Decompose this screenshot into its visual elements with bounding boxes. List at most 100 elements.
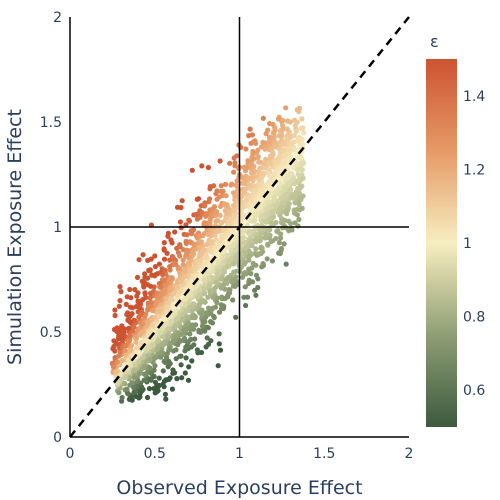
scatter-point: [269, 185, 276, 191]
scatter-point: [278, 246, 284, 252]
scatter-point: [208, 319, 214, 325]
scatter-point: [189, 167, 195, 173]
scatter-point: [110, 346, 116, 352]
scatter-point: [273, 158, 279, 164]
scatter-point: [231, 207, 237, 213]
scatter-point: [213, 228, 219, 234]
scatter-point: [178, 204, 184, 211]
scatter-point: [228, 272, 234, 278]
scatter-point: [176, 320, 183, 326]
scatter-point: [204, 241, 210, 247]
scatter-point: [164, 333, 170, 339]
scatter-point: [207, 266, 213, 272]
scatter-point: [125, 317, 132, 323]
axes: 0 0.5 1 1.5 2 0 0.5 1 1.5 2: [40, 10, 414, 462]
scatter-point: [156, 308, 162, 314]
scatter-point: [164, 351, 170, 357]
scatter-point: [161, 378, 168, 384]
scatter-point: [264, 145, 270, 151]
scatter-point: [249, 161, 255, 167]
scatter-point: [183, 222, 189, 228]
scatter-point: [282, 153, 288, 159]
scatter-point: [263, 131, 269, 137]
scatter-point: [283, 261, 289, 267]
scatter-point: [202, 202, 208, 208]
scatter-point: [266, 161, 272, 167]
scatter-point: [177, 243, 183, 249]
scatter-point: [242, 189, 248, 195]
scatter-point: [250, 182, 256, 188]
scatter-point: [198, 349, 205, 356]
scatter-point: [228, 217, 234, 223]
scatter-point: [142, 338, 148, 344]
scatter-point: [164, 304, 170, 310]
scatter-point: [170, 367, 176, 373]
scatter-point: [185, 377, 192, 383]
scatter-point: [286, 136, 292, 142]
scatter-point: [285, 187, 292, 193]
scatter-point: [232, 283, 238, 289]
scatter-point: [299, 116, 305, 122]
scatter-point: [239, 219, 245, 226]
scatter-point: [126, 325, 132, 331]
scatter-point: [282, 218, 288, 224]
scatter-point: [114, 359, 120, 365]
scatter-point: [162, 267, 168, 273]
scatter-point: [226, 263, 232, 269]
scatter-point: [152, 264, 158, 270]
scatter-point: [194, 347, 200, 353]
scatter-point: [241, 240, 247, 246]
scatter-point: [233, 182, 239, 188]
scatter-point: [119, 376, 125, 382]
scatter-point: [243, 146, 249, 152]
scatter-point: [263, 231, 269, 237]
scatter-point: [294, 119, 300, 125]
scatter-point: [162, 316, 168, 322]
scatter-point: [214, 188, 220, 194]
scatter-point: [229, 181, 235, 187]
scatter-point: [186, 364, 192, 370]
scatter-point: [112, 307, 118, 313]
colorbar-tick-label: 1: [463, 236, 472, 252]
scatter-point: [229, 229, 235, 235]
scatter-point: [277, 165, 283, 171]
scatter-point: [205, 270, 211, 276]
scatter-point: [300, 125, 306, 131]
scatter-point: [284, 126, 290, 132]
scatter-point: [166, 325, 172, 332]
scatter-point: [241, 294, 247, 300]
scatter-point: [203, 212, 209, 218]
scatter-point: [253, 272, 260, 278]
scatter-point: [214, 300, 220, 306]
scatter-point: [221, 227, 227, 233]
scatter-point: [265, 241, 271, 247]
scatter-point: [300, 175, 306, 181]
scatter-point: [116, 390, 122, 396]
scatter-point: [161, 240, 167, 246]
scatter-point: [123, 301, 129, 307]
scatter-point: [212, 212, 219, 218]
scatter-point: [183, 238, 189, 244]
scatter-point: [139, 384, 145, 390]
scatter-point: [110, 364, 116, 370]
scatter-point: [178, 338, 184, 344]
scatter-point: [200, 298, 206, 304]
scatter-point: [279, 122, 286, 129]
scatter-point: [292, 220, 298, 226]
scatter-point: [183, 355, 189, 361]
scatter-point: [228, 256, 234, 262]
scatter-point: [203, 252, 209, 258]
scatter-point: [147, 267, 153, 273]
scatter-point: [158, 329, 164, 335]
scatter-point: [247, 253, 253, 259]
scatter-point: [149, 322, 156, 328]
scatter-point: [134, 345, 140, 351]
scatter-point: [169, 386, 175, 392]
scatter-point: [216, 238, 222, 244]
x-axis-title: Observed Exposure Effect: [116, 477, 362, 499]
scatter-point: [172, 229, 178, 235]
scatter-point: [273, 189, 279, 195]
scatter-point: [217, 212, 223, 218]
scatter-point: [180, 257, 186, 263]
colorbar-tick-label: 1.2: [463, 162, 485, 178]
